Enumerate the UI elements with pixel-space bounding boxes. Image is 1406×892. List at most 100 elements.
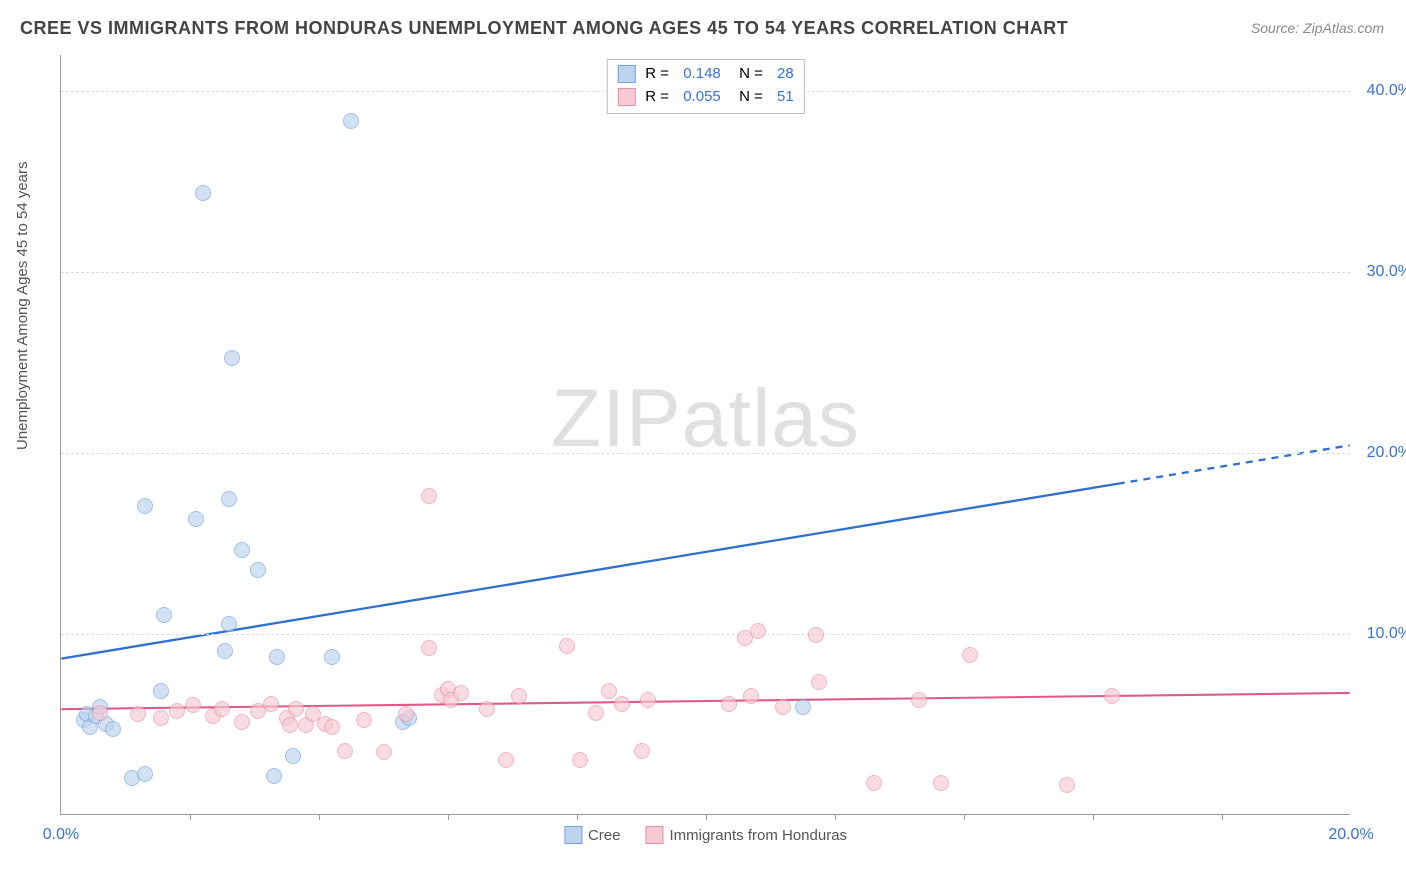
data-point (775, 699, 791, 715)
legend-row: R = 0.055 N = 51 (617, 86, 793, 109)
legend-r-label: R = (645, 63, 673, 86)
x-tick-mark (706, 814, 707, 820)
data-point (137, 766, 153, 782)
trend-lines (61, 55, 1350, 814)
x-tick-mark (1222, 814, 1223, 820)
data-point (153, 683, 169, 699)
y-tick-label: 10.0% (1357, 625, 1406, 643)
data-point (105, 721, 121, 737)
data-point (866, 775, 882, 791)
data-point (337, 743, 353, 759)
legend-row: R = 0.148 N = 28 (617, 63, 793, 86)
legend-r-value: 0.055 (683, 86, 721, 109)
data-point (221, 491, 237, 507)
x-tick-mark (448, 814, 449, 820)
y-axis-label: Unemployment Among Ages 45 to 54 years (14, 161, 31, 450)
data-point (421, 488, 437, 504)
data-point (195, 185, 211, 201)
data-point (911, 692, 927, 708)
data-point (601, 683, 617, 699)
data-point (1059, 777, 1075, 793)
data-point (640, 692, 656, 708)
legend-label: Immigrants from Honduras (669, 827, 847, 844)
x-tick-mark (835, 814, 836, 820)
legend-swatch (645, 826, 663, 844)
data-point (453, 685, 469, 701)
x-tick-mark (577, 814, 578, 820)
legend-n-label: N = (731, 86, 767, 109)
legend-label: Cree (588, 827, 621, 844)
stats-legend: R = 0.148 N = 28R = 0.055 N = 51 (606, 59, 804, 114)
x-tick-mark (1093, 814, 1094, 820)
data-point (234, 714, 250, 730)
data-point (933, 775, 949, 791)
data-point (188, 511, 204, 527)
plot-area: ZIPatlas R = 0.148 N = 28R = 0.055 N = 5… (60, 55, 1350, 815)
data-point (743, 688, 759, 704)
data-point (250, 562, 266, 578)
data-point (962, 647, 978, 663)
legend-r-value: 0.148 (683, 63, 721, 86)
legend-item: Immigrants from Honduras (645, 826, 847, 844)
x-tick-label: 0.0% (43, 826, 79, 844)
data-point (795, 699, 811, 715)
data-point (343, 113, 359, 129)
data-point (217, 643, 233, 659)
data-point (1104, 688, 1120, 704)
chart-title: CREE VS IMMIGRANTS FROM HONDURAS UNEMPLO… (20, 18, 1068, 39)
data-point (324, 719, 340, 735)
data-point (263, 696, 279, 712)
data-point (511, 688, 527, 704)
gridline (61, 453, 1350, 454)
legend-n-value: 51 (777, 86, 794, 109)
gridline (61, 634, 1350, 635)
y-tick-label: 30.0% (1357, 263, 1406, 281)
data-point (169, 703, 185, 719)
legend-swatch (564, 826, 582, 844)
data-point (285, 748, 301, 764)
legend-n-label: N = (731, 63, 767, 86)
data-point (750, 623, 766, 639)
legend-swatch (617, 88, 635, 106)
x-tick-label: 20.0% (1328, 826, 1373, 844)
data-point (572, 752, 588, 768)
y-tick-label: 40.0% (1357, 82, 1406, 100)
data-point (234, 542, 250, 558)
data-point (614, 696, 630, 712)
data-point (356, 712, 372, 728)
gridline (61, 272, 1350, 273)
data-point (221, 616, 237, 632)
data-point (137, 498, 153, 514)
y-tick-label: 20.0% (1357, 444, 1406, 462)
data-point (588, 705, 604, 721)
data-point (266, 768, 282, 784)
x-tick-mark (964, 814, 965, 820)
legend-swatch (617, 65, 635, 83)
data-point (214, 701, 230, 717)
data-point (498, 752, 514, 768)
data-point (130, 706, 146, 722)
source-label: Source: ZipAtlas.com (1251, 20, 1384, 36)
data-point (282, 717, 298, 733)
data-point (153, 710, 169, 726)
legend-item: Cree (564, 826, 621, 844)
data-point (324, 649, 340, 665)
data-point (269, 649, 285, 665)
x-tick-mark (190, 814, 191, 820)
x-tick-mark (319, 814, 320, 820)
data-point (398, 706, 414, 722)
data-point (185, 697, 201, 713)
data-point (479, 701, 495, 717)
data-point (559, 638, 575, 654)
data-point (224, 350, 240, 366)
legend-n-value: 28 (777, 63, 794, 86)
data-point (288, 701, 304, 717)
data-point (721, 696, 737, 712)
data-point (156, 607, 172, 623)
legend-r-label: R = (645, 86, 673, 109)
data-point (811, 674, 827, 690)
data-point (92, 705, 108, 721)
data-point (634, 743, 650, 759)
data-point (808, 627, 824, 643)
data-point (421, 640, 437, 656)
